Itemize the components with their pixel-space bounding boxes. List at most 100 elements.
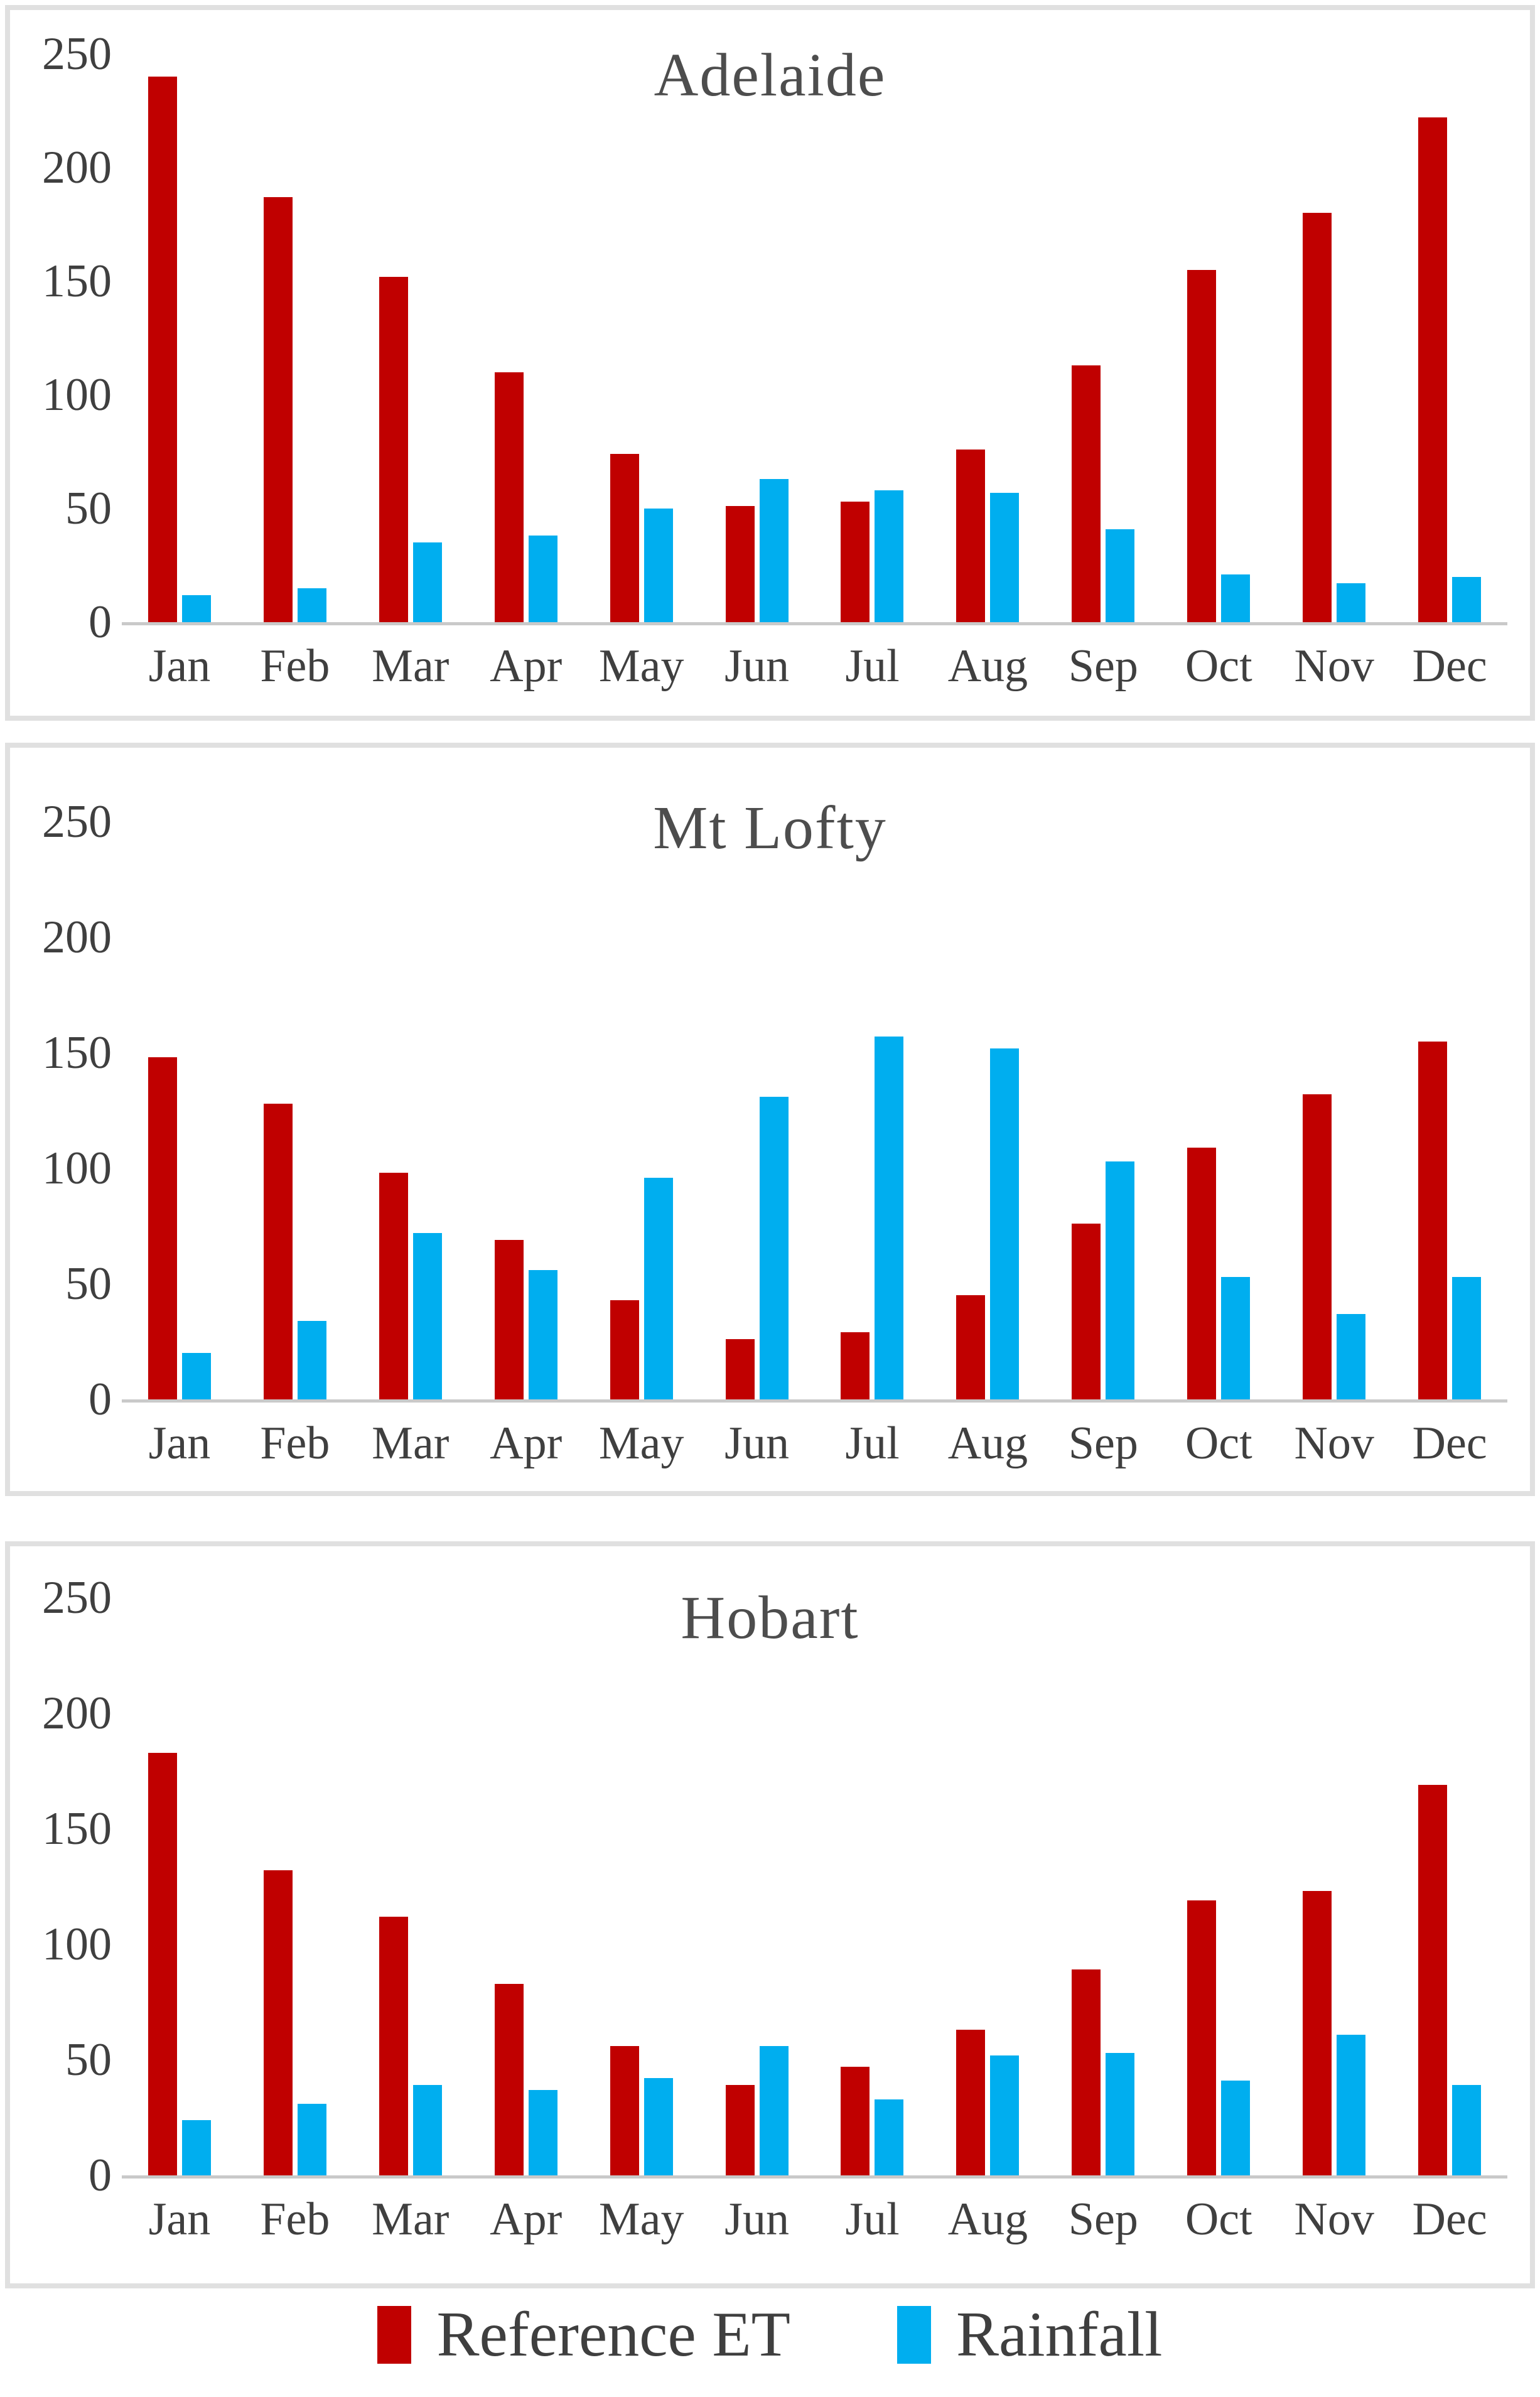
bar-reference-et: [263, 1870, 293, 2175]
month-group-oct: [1161, 1598, 1276, 2175]
legend-label: Rainfall: [956, 2299, 1163, 2370]
bar-reference-et: [1303, 1094, 1332, 1399]
bar-rainfall: [643, 509, 673, 622]
month-group-jun: [699, 54, 815, 622]
plot-area: [122, 822, 1507, 1403]
bar-rainfall: [1221, 2081, 1251, 2175]
bar-reference-et: [1187, 269, 1217, 622]
y-tick-label: 200: [42, 1688, 112, 1739]
x-tick-label: Dec: [1412, 2194, 1487, 2245]
bar-reference-et: [1303, 1891, 1332, 2175]
bar-reference-et: [148, 77, 177, 622]
bar-rainfall: [412, 2085, 442, 2175]
x-tick-label: Mar: [372, 640, 450, 692]
bar-rainfall: [528, 1269, 557, 1399]
x-tick-label: Nov: [1294, 640, 1374, 692]
month-group-jul: [815, 1598, 930, 2175]
x-tick-label: Aug: [947, 640, 1028, 692]
legend: Reference ET Rainfall: [0, 2303, 1540, 2367]
bar-reference-et: [1187, 1900, 1217, 2175]
x-tick-label: Feb: [260, 640, 330, 692]
month-group-dec: [1392, 1598, 1507, 2175]
month-group-jun: [699, 1598, 815, 2175]
y-tick-label: 200: [42, 142, 112, 193]
bar-reference-et: [494, 1240, 524, 1399]
bar-rainfall: [990, 492, 1020, 622]
bar-reference-et: [841, 502, 870, 622]
bar-rainfall: [1106, 2052, 1135, 2175]
month-group-dec: [1392, 822, 1507, 1399]
month-group-jul: [815, 54, 930, 622]
month-group-apr: [468, 822, 584, 1399]
y-tick-label: 50: [65, 483, 112, 534]
x-tick-label: Aug: [947, 1418, 1028, 1469]
x-tick-label: Nov: [1294, 2194, 1374, 2245]
bar-rainfall: [643, 2078, 673, 2175]
bar-reference-et: [1072, 1224, 1101, 1399]
month-group-apr: [468, 1598, 584, 2175]
month-group-aug: [930, 1598, 1045, 2175]
month-group-sep: [1045, 54, 1161, 622]
month-group-aug: [930, 822, 1045, 1399]
y-axis: 0 50 100 150 200 250: [24, 1575, 112, 2199]
bar-rainfall: [1452, 1276, 1482, 1399]
x-tick-label: May: [598, 2194, 684, 2245]
x-tick-label: Dec: [1412, 640, 1487, 692]
x-tick-label: Jan: [148, 1418, 211, 1469]
chart-title: Hobart: [681, 1584, 859, 1652]
month-group-sep: [1045, 822, 1161, 1399]
month-group-apr: [468, 54, 584, 622]
x-tick-label: Aug: [947, 2194, 1028, 2245]
x-tick-label: Sep: [1068, 2194, 1138, 2245]
bar-reference-et: [1187, 1147, 1217, 1399]
bar-rainfall: [412, 542, 442, 622]
x-axis: Jan Feb Mar Apr May Jun Jul Aug Sep Oct Nov Dec: [122, 2194, 1507, 2245]
bar-reference-et: [494, 372, 524, 622]
x-tick-label: Dec: [1412, 1418, 1487, 1469]
bar-rainfall: [1106, 1161, 1135, 1399]
x-tick-label: Nov: [1294, 1418, 1374, 1469]
bar-reference-et: [841, 1332, 870, 1399]
bar-reference-et: [1072, 365, 1101, 622]
bar-reference-et: [841, 2067, 870, 2175]
x-tick-label: Oct: [1185, 1418, 1252, 1469]
bar-rainfall: [297, 1320, 326, 1399]
legend-item-reference-et: Reference ET: [377, 2303, 790, 2367]
month-group-nov: [1276, 54, 1392, 622]
x-tick-label: May: [598, 640, 684, 692]
bar-rainfall: [759, 478, 789, 622]
month-group-feb: [237, 1598, 353, 2175]
bar-reference-et: [610, 454, 639, 622]
bar-reference-et: [379, 276, 408, 622]
bar-reference-et: [148, 1752, 177, 2175]
bar-rainfall: [759, 2045, 789, 2175]
bar-reference-et: [148, 1057, 177, 1399]
bar-rainfall: [1221, 574, 1251, 622]
bar-reference-et: [1303, 213, 1332, 622]
y-tick-label: 150: [42, 1027, 112, 1079]
month-group-aug: [930, 54, 1045, 622]
bar-rainfall: [1337, 2034, 1366, 2175]
month-group-feb: [237, 54, 353, 622]
bar-reference-et: [379, 1916, 408, 2175]
y-tick-label: 150: [42, 256, 112, 307]
x-tick-label: Feb: [260, 2194, 330, 2245]
x-tick-label: Jan: [148, 640, 211, 692]
x-tick-label: Jul: [845, 1418, 900, 1469]
x-tick-label: Apr: [490, 640, 563, 692]
x-tick-label: Apr: [490, 1418, 563, 1469]
month-group-dec: [1392, 54, 1507, 622]
bar-rainfall: [181, 2120, 211, 2175]
plot-area: [122, 54, 1507, 625]
bar-rainfall: [643, 1177, 673, 1399]
month-group-mar: [353, 1598, 468, 2175]
month-group-jul: [815, 822, 930, 1399]
month-group-mar: [353, 54, 468, 622]
bar-rainfall: [1452, 2085, 1482, 2175]
x-tick-label: Jul: [845, 2194, 900, 2245]
x-tick-label: Jul: [845, 640, 900, 692]
month-group-may: [584, 1598, 699, 2175]
y-tick-label: 0: [89, 2150, 112, 2201]
bar-rainfall: [1337, 583, 1366, 622]
reference-et-swatch-icon: [377, 2306, 412, 2364]
